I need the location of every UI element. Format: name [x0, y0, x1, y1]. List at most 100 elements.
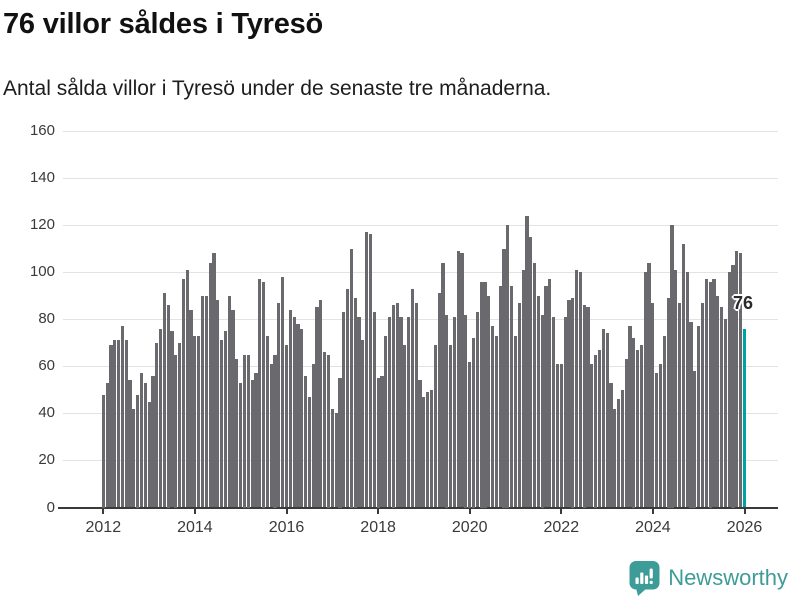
bar-2024-02	[655, 373, 659, 508]
bar-2014-02	[197, 335, 201, 508]
bar-2014-12	[235, 359, 239, 508]
bar-2014-11	[231, 309, 235, 508]
bar-2025-01	[697, 326, 701, 508]
y-axis-label-0: 0	[46, 498, 55, 516]
bar-2024-04	[662, 335, 666, 508]
bar-2025-11	[735, 250, 739, 508]
bar-2017-12	[372, 312, 376, 508]
bar-2024-06	[670, 225, 674, 508]
bar-2019-11	[460, 253, 464, 508]
gridline-140	[63, 177, 778, 179]
bar-2013-06	[166, 305, 170, 508]
x-axis-label-2012: 2012	[85, 519, 122, 536]
bar-2018-12	[418, 380, 422, 508]
bar-2017-08	[357, 316, 361, 508]
bar-2016-03	[292, 316, 296, 508]
bar-2012-10	[136, 394, 140, 508]
bar-2012-12	[143, 382, 147, 508]
bar-2025-09	[727, 272, 731, 508]
gridline-100	[63, 272, 778, 274]
bar-2015-11	[277, 302, 281, 508]
bar-2016-10	[319, 300, 323, 508]
bar-2023-08	[632, 338, 636, 508]
bar-2019-05	[437, 293, 441, 508]
bar-2021-10	[548, 279, 552, 508]
bar-2020-02	[471, 338, 476, 508]
x-axis-label-2024: 2024	[635, 519, 671, 536]
bar-2018-10	[410, 288, 415, 508]
x-tick-2012	[102, 508, 105, 514]
bar-2015-04	[250, 380, 254, 508]
bar-2020-10	[502, 248, 506, 508]
bar-2015-12	[281, 276, 285, 508]
bar-2025-06	[716, 295, 720, 508]
x-tick-2026	[743, 508, 746, 514]
bar-2023-10	[639, 345, 644, 508]
y-axis-label-60: 60	[38, 357, 55, 375]
bar-2025-04	[708, 281, 712, 508]
bar-2021-05	[529, 236, 533, 508]
bar-2018-11	[414, 302, 418, 508]
x-axis-label-2018: 2018	[360, 519, 396, 536]
bar-2023-02	[609, 382, 613, 508]
bar-2023-05	[620, 389, 624, 508]
bar-2021-07	[536, 295, 540, 508]
bar-2014-03	[200, 295, 205, 508]
y-axis-label-120: 120	[29, 216, 55, 233]
chart-subtitle: Antal sålda villor i Tyresö under de sen…	[3, 77, 552, 100]
bar-2024-12	[693, 371, 697, 508]
bar-2016-08	[311, 363, 315, 508]
bar-2020-12	[510, 286, 514, 508]
y-axis-label-80: 80	[38, 310, 55, 328]
bar-2016-09	[315, 307, 319, 508]
bar-2020-11	[506, 225, 510, 508]
bar-2016-04	[296, 323, 300, 508]
bar-2024-10	[685, 272, 689, 508]
bar-2015-06	[258, 279, 262, 508]
bar-2012-04	[113, 340, 117, 508]
x-tick-2018	[377, 508, 380, 514]
y-axis-label-20: 20	[38, 451, 55, 469]
bar-2013-01	[147, 401, 151, 508]
bar-2024-07	[674, 269, 678, 508]
bar-2016-07	[307, 396, 311, 508]
bar-2012-07	[124, 340, 128, 508]
bar-2016-01	[284, 345, 289, 508]
bar-2015-07	[262, 281, 266, 508]
page-title: 76 villor såldes i Tyresö	[3, 8, 324, 40]
bar-2025-03	[704, 279, 708, 508]
bar-2017-07	[353, 298, 357, 508]
bar-2017-06	[349, 248, 353, 508]
bar-2023-07	[628, 326, 632, 508]
bar-2022-11	[597, 349, 602, 508]
bar-2015-05	[254, 373, 258, 508]
bar-2017-04	[342, 312, 346, 508]
gridline-60	[63, 366, 778, 368]
bar-2021-12	[555, 363, 560, 508]
newsworthy-logo-text: Newsworthy	[668, 565, 788, 590]
bar-2025-12	[739, 253, 743, 508]
bar-2017-05	[345, 288, 350, 508]
bar-2012-02	[105, 382, 109, 508]
gridline-120	[63, 225, 778, 226]
bar-2014-09	[223, 330, 228, 508]
bar-2024-11	[689, 321, 693, 508]
bar-2021-03	[521, 269, 525, 508]
x-axis-label-2026: 2026	[726, 519, 763, 536]
bar-2024-09	[681, 243, 686, 508]
bar-2018-04	[387, 316, 392, 508]
bar-2013-08	[174, 354, 178, 508]
bar-2024-03	[658, 363, 663, 508]
bar-2017-03	[338, 378, 342, 508]
bar-2022-09	[590, 363, 594, 508]
x-axis-label-2020: 2020	[451, 519, 488, 536]
bar-2023-04	[616, 399, 621, 508]
bar-2016-02	[288, 309, 292, 508]
x-axis-label-2022: 2022	[543, 519, 580, 536]
bar-2018-01	[376, 378, 380, 508]
bar-2018-03	[384, 335, 388, 508]
bar-2020-09	[498, 286, 502, 508]
bar-2016-11	[323, 352, 327, 508]
newsworthy-logo[interactable]: Newsworthy	[629, 560, 788, 596]
